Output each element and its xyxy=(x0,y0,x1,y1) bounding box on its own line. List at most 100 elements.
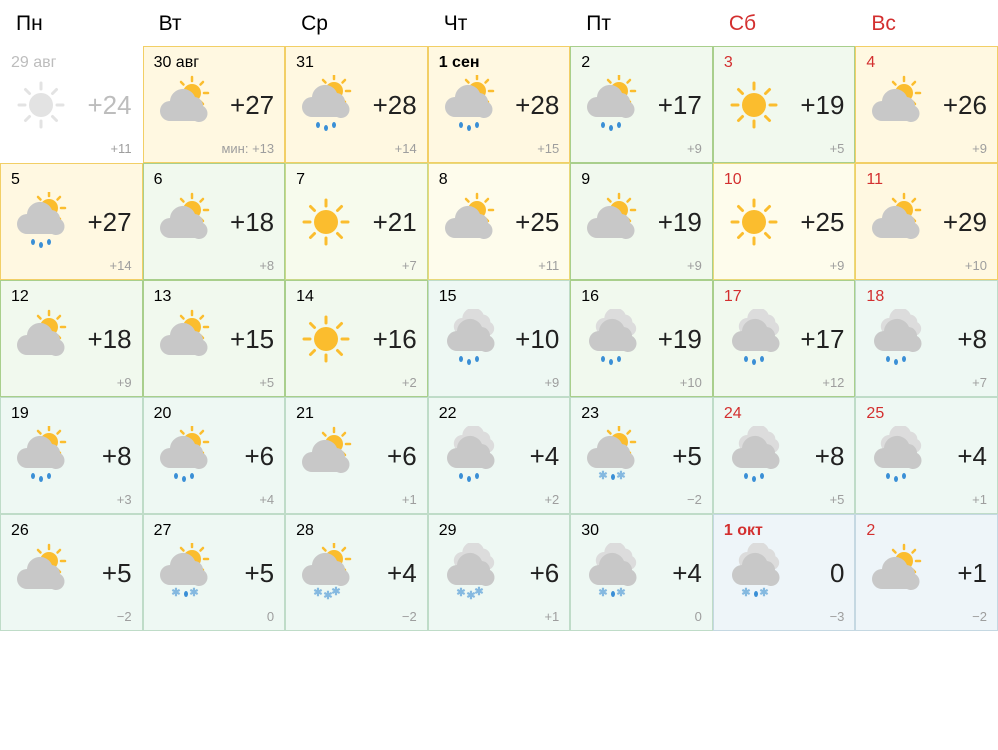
temp-low-value: +14 xyxy=(110,258,132,273)
temp-high: +6 xyxy=(530,558,562,589)
forecast-cell[interactable]: 19+8+3 xyxy=(0,397,143,514)
forecast-cell[interactable]: 13+15+5 xyxy=(143,280,286,397)
partly-cloudy-icon xyxy=(866,192,926,252)
temp-high: +16 xyxy=(373,324,419,355)
temp-low-value: 0 xyxy=(695,609,702,624)
cell-content-row: +4 xyxy=(439,420,562,492)
partly-cloudy-icon xyxy=(154,75,214,135)
temp-low: +10 xyxy=(581,375,704,390)
forecast-cell[interactable]: 23+5−2 xyxy=(570,397,713,514)
forecast-cell[interactable]: 12+18+9 xyxy=(0,280,143,397)
cloudy-sleet-icon xyxy=(724,543,784,603)
forecast-cell[interactable]: 31+28+14 xyxy=(285,46,428,163)
forecast-cell[interactable]: 4+26+9 xyxy=(855,46,998,163)
low-prefix-label: мин: xyxy=(221,141,252,156)
temp-high: +18 xyxy=(87,324,133,355)
partly-cloudy-sleet-icon xyxy=(581,426,641,486)
cell-content-row: +29 xyxy=(866,186,989,258)
cloudy-rain-icon xyxy=(866,426,926,486)
cell-content-row: +16 xyxy=(296,303,419,375)
cell-content-row: +28 xyxy=(296,69,419,141)
temp-low: +9 xyxy=(581,141,704,156)
forecast-cell[interactable]: 24+8+5 xyxy=(713,397,856,514)
forecast-cell[interactable]: 15+10+9 xyxy=(428,280,571,397)
temp-low-value: −2 xyxy=(972,609,987,624)
temp-low: −2 xyxy=(866,609,989,624)
cloudy-rain-icon xyxy=(724,426,784,486)
forecast-cell[interactable]: 21+6+1 xyxy=(285,397,428,514)
temp-low: мин: +13 xyxy=(154,141,277,156)
temp-low: 0 xyxy=(154,609,277,624)
forecast-cell[interactable]: 6+18+8 xyxy=(143,163,286,280)
forecast-cell[interactable]: 28+4−2 xyxy=(285,514,428,631)
temp-high: +4 xyxy=(957,441,989,472)
forecast-cell: 29 авг+24+11 xyxy=(0,46,143,163)
temp-low: −2 xyxy=(581,492,704,507)
partly-cloudy-icon xyxy=(11,543,71,603)
partly-cloudy-icon xyxy=(866,75,926,135)
forecast-cell[interactable]: 17+17+12 xyxy=(713,280,856,397)
forecast-cell[interactable]: 1 сен+28+15 xyxy=(428,46,571,163)
temp-low: +5 xyxy=(154,375,277,390)
partly-cloudy-rain-icon xyxy=(439,75,499,135)
forecast-cell[interactable]: 9+19+9 xyxy=(570,163,713,280)
weekday-header: Вт xyxy=(143,0,286,46)
temp-low-value: −3 xyxy=(830,609,845,624)
cell-content-row: +25 xyxy=(724,186,847,258)
cloudy-rain-icon xyxy=(866,309,926,369)
temp-low: −2 xyxy=(296,609,419,624)
forecast-cell[interactable]: 3+19+5 xyxy=(713,46,856,163)
temp-high: +27 xyxy=(87,207,133,238)
forecast-cell[interactable]: 30 авг+27мин: +13 xyxy=(143,46,286,163)
cloudy-sleet-icon xyxy=(581,543,641,603)
partly-cloudy-rain-icon xyxy=(581,75,641,135)
weekday-header: Вс xyxy=(855,0,998,46)
forecast-cell[interactable]: 22+4+2 xyxy=(428,397,571,514)
forecast-cell[interactable]: 11+29+10 xyxy=(855,163,998,280)
forecast-cell[interactable]: 16+19+10 xyxy=(570,280,713,397)
partly-cloudy-rain-icon xyxy=(154,426,214,486)
temp-low-value: +14 xyxy=(395,141,417,156)
sunny-icon xyxy=(11,75,71,135)
temp-high: +8 xyxy=(102,441,134,472)
forecast-cell[interactable]: 2+17+9 xyxy=(570,46,713,163)
forecast-cell[interactable]: 30+40 xyxy=(570,514,713,631)
forecast-cell[interactable]: 29+6+1 xyxy=(428,514,571,631)
forecast-cell[interactable]: 5+27+14 xyxy=(0,163,143,280)
forecast-cell[interactable]: 20+6+4 xyxy=(143,397,286,514)
temp-low-value: −2 xyxy=(117,609,132,624)
partly-cloudy-icon xyxy=(581,192,641,252)
partly-cloudy-icon xyxy=(439,192,499,252)
cell-content-row: +15 xyxy=(154,303,277,375)
cell-content-row: +19 xyxy=(724,69,847,141)
partly-cloudy-rain-icon xyxy=(11,426,71,486)
temp-high: +29 xyxy=(943,207,989,238)
partly-cloudy-icon xyxy=(154,192,214,252)
temp-low: +2 xyxy=(296,375,419,390)
cloudy-snow-icon xyxy=(439,543,499,603)
forecast-cell[interactable]: 2+1−2 xyxy=(855,514,998,631)
cell-content-row: +21 xyxy=(296,186,419,258)
cell-content-row: +6 xyxy=(154,420,277,492)
forecast-cell[interactable]: 25+4+1 xyxy=(855,397,998,514)
forecast-cell[interactable]: 10+25+9 xyxy=(713,163,856,280)
partly-cloudy-icon xyxy=(11,309,71,369)
forecast-cell[interactable]: 8+25+11 xyxy=(428,163,571,280)
temp-low: +11 xyxy=(439,258,562,273)
forecast-cell[interactable]: 27+50 xyxy=(143,514,286,631)
temp-low: +14 xyxy=(296,141,419,156)
forecast-cell[interactable]: 1 окт0−3 xyxy=(713,514,856,631)
partly-cloudy-icon xyxy=(866,543,926,603)
forecast-cell[interactable]: 18+8+7 xyxy=(855,280,998,397)
temp-high: +4 xyxy=(387,558,419,589)
forecast-cell[interactable]: 7+21+7 xyxy=(285,163,428,280)
forecast-cell[interactable]: 14+16+2 xyxy=(285,280,428,397)
sunny-icon xyxy=(296,192,356,252)
cloudy-rain-icon xyxy=(439,426,499,486)
temp-low-value: +11 xyxy=(538,258,559,273)
temp-low-value: +9 xyxy=(687,258,702,273)
weekday-header: Ср xyxy=(285,0,428,46)
forecast-cell[interactable]: 26+5−2 xyxy=(0,514,143,631)
cloudy-rain-icon xyxy=(724,309,784,369)
weekday-header: Сб xyxy=(713,0,856,46)
